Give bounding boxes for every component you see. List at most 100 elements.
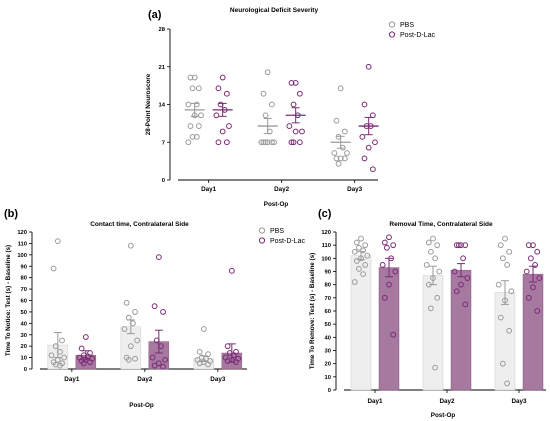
lac-point [525, 294, 532, 301]
category-label: Day1 [201, 186, 217, 193]
lac-point [228, 267, 235, 274]
pbs-point [187, 74, 194, 81]
lac-point [224, 358, 231, 364]
lac-point [299, 128, 305, 135]
lac-point [160, 363, 166, 370]
y-tick-label: 110 [18, 241, 27, 247]
pbs-point [341, 128, 348, 135]
lac-bar [450, 269, 472, 391]
legend-marker-lac [388, 31, 396, 38]
category-label: Day3 [347, 186, 363, 193]
panel-letter: (b) [4, 208, 18, 220]
lac-point [296, 139, 303, 146]
pbs-point [121, 326, 128, 332]
category-label: Day2 [137, 376, 153, 383]
pbs-point [430, 235, 436, 242]
y-tick-label: 110 [322, 243, 331, 249]
y-tick-label: 60 [21, 299, 27, 305]
pbs-point [185, 101, 192, 108]
pbs-point [268, 101, 275, 108]
pbs-point [187, 123, 194, 129]
y-tick-label: 100 [17, 253, 27, 259]
y-tick-label: 80 [325, 283, 331, 289]
lac-point [288, 139, 295, 146]
pbs-point [436, 268, 443, 275]
category-label: Day3 [511, 398, 527, 405]
pbs-point [132, 309, 138, 315]
x-axis-label: Post-Op [129, 402, 154, 409]
lac-point [534, 248, 541, 255]
y-tick-label: 20 [325, 362, 331, 368]
y-tick-label: 30 [21, 333, 27, 339]
y-tick-label: 100 [321, 256, 331, 262]
lac-point [390, 331, 397, 338]
pbs-point [362, 242, 369, 249]
lac-point [290, 101, 297, 108]
pbs-point [59, 337, 65, 344]
pbs-point [337, 155, 344, 162]
lac-point [384, 244, 390, 251]
y-tick-label: 120 [321, 230, 331, 236]
pbs-point [125, 314, 132, 321]
lac-point [379, 262, 386, 268]
pbs-point [333, 155, 340, 162]
y-tick-label: 50 [325, 322, 331, 328]
legend-marker-pbs [258, 227, 266, 234]
pbs-point [497, 314, 504, 321]
pbs-point [423, 262, 430, 268]
lac-point [381, 239, 388, 246]
x-axis-label: Post-Op [264, 201, 289, 208]
panel-c: (c) Removal Time, Contralateral Side 0 10 20… [309, 208, 546, 419]
pbs-point [432, 255, 439, 262]
pbs-point [425, 239, 432, 246]
pbs-point [508, 288, 515, 295]
lac-point [149, 354, 156, 361]
lac-bar [522, 273, 544, 391]
y-tick-label: 60 [325, 309, 331, 315]
lac-point [530, 242, 536, 249]
pbs-point [258, 139, 265, 146]
lac-point [226, 123, 232, 129]
pbs-point [48, 352, 55, 359]
pbs-point [50, 265, 57, 272]
y-tick-label: 20 [21, 344, 27, 350]
lac-point [453, 288, 460, 295]
lac-point [219, 74, 226, 81]
legend-marker-pbs [388, 21, 396, 28]
pbs-point [268, 139, 275, 146]
pbs-point [196, 348, 203, 355]
lac-point [386, 234, 392, 241]
lac-point [286, 123, 293, 129]
y-tick-label: 10 [21, 356, 27, 362]
lac-point [460, 255, 467, 262]
pbs-point [351, 279, 358, 285]
pbs-point [351, 248, 358, 255]
pbs-point [196, 360, 203, 367]
lac-point [536, 275, 543, 281]
lac-point [392, 268, 399, 275]
lac-point [160, 309, 166, 315]
pbs-point [264, 69, 271, 76]
lac-point [223, 139, 230, 146]
y-tick-label: 40 [325, 335, 331, 341]
y-tick-label: 90 [21, 264, 27, 270]
category-label: Day2 [274, 186, 290, 193]
y-tick-label: 40 [21, 321, 27, 327]
pbs-point [260, 139, 267, 146]
y-axis-label: 28-Point Neuroscore [145, 73, 152, 135]
category-label: Day1 [64, 376, 80, 383]
lac-point [223, 90, 230, 97]
pbs-point [205, 351, 211, 358]
lac-point [462, 242, 469, 249]
panel-letter: (a) [148, 9, 162, 21]
y-tick-label: 0 [162, 178, 165, 184]
lac-point [381, 294, 388, 301]
lac-point [464, 275, 471, 281]
lac-point [151, 362, 158, 369]
lac-point [296, 90, 303, 97]
lac-point [82, 334, 89, 340]
pbs-point [271, 139, 277, 146]
pbs-point [262, 112, 269, 119]
lac-point [365, 144, 372, 151]
